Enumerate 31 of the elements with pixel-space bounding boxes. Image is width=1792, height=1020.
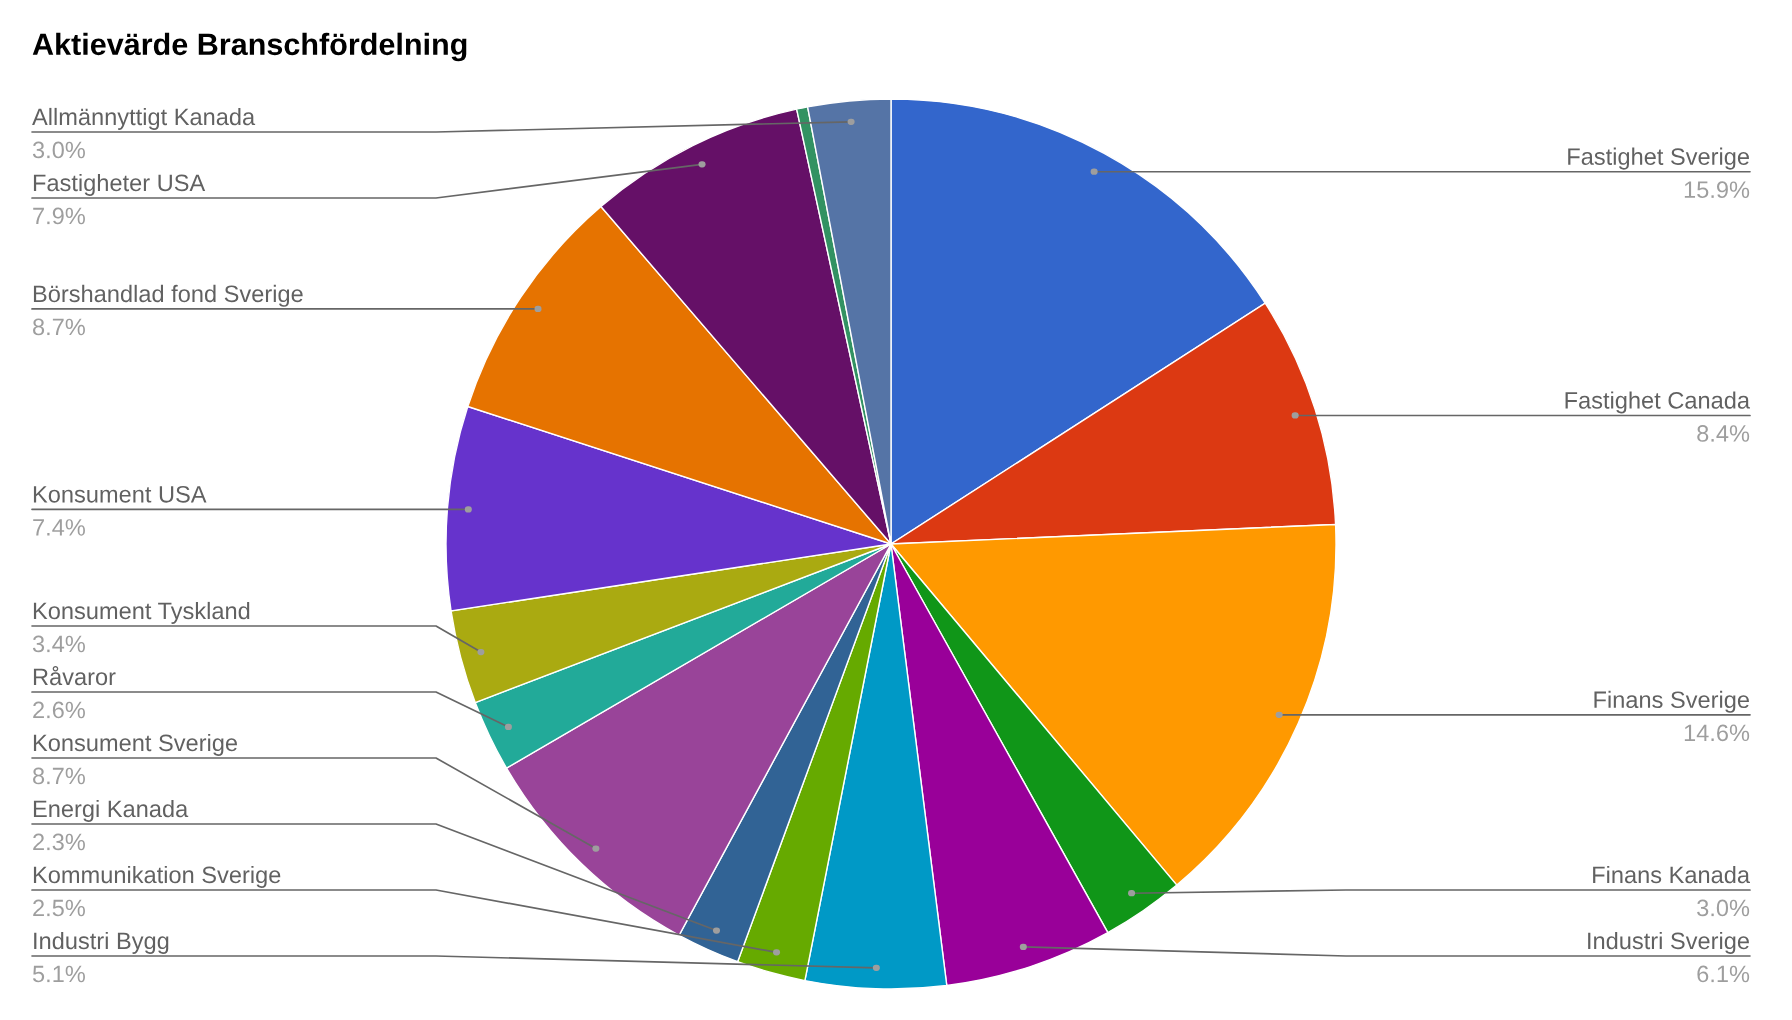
slice-label: Börshandlad fond Sverige bbox=[33, 284, 303, 307]
data-label: 3.0% bbox=[1697, 899, 1750, 917]
slice-label: Finans Kanada bbox=[1593, 865, 1751, 884]
data-label: 6.1% bbox=[1697, 965, 1750, 983]
slice-label: Fastigheter USA bbox=[33, 173, 206, 196]
slice-label: Energi Kanada bbox=[33, 799, 189, 822]
data-label: 3.4% bbox=[32, 635, 85, 653]
slice-label: Industri Sverige bbox=[1588, 931, 1749, 954]
data-label: 2.3% bbox=[33, 833, 85, 851]
slice-label: Råvaror bbox=[33, 665, 116, 686]
slice-label: Konsument USA bbox=[33, 485, 207, 503]
data-label: 2.6% bbox=[33, 701, 85, 719]
chart-title: Aktievärde Branschfördelning bbox=[32, 32, 467, 62]
data-label: 7.9% bbox=[33, 207, 85, 225]
data-label: 5.1% bbox=[32, 965, 85, 983]
slice-label: Konsument Sverige bbox=[33, 733, 238, 756]
data-label: 15.9% bbox=[1684, 181, 1750, 199]
slice-label: Industri Bygg bbox=[34, 931, 169, 954]
data-label: 14.6% bbox=[1684, 724, 1750, 742]
data-label: 8.7% bbox=[33, 318, 85, 336]
slice-label: Fastighet Canada bbox=[1565, 391, 1751, 414]
slice-label: Finans Sverige bbox=[1594, 690, 1749, 713]
data-label: 8.4% bbox=[1697, 425, 1750, 442]
data-label: 8.7% bbox=[33, 767, 85, 785]
data-label: 7.4% bbox=[33, 519, 85, 536]
slice-label: Kommunikation Sverige bbox=[33, 865, 281, 888]
data-label: 2.5% bbox=[33, 899, 85, 917]
slice-label: Allmännyttigt Kanada bbox=[32, 107, 256, 130]
slice-label: Konsument Tyskland bbox=[33, 601, 250, 624]
data-label: 3.0% bbox=[32, 141, 85, 159]
slice-label: Fastighet Sverige bbox=[1568, 147, 1749, 170]
